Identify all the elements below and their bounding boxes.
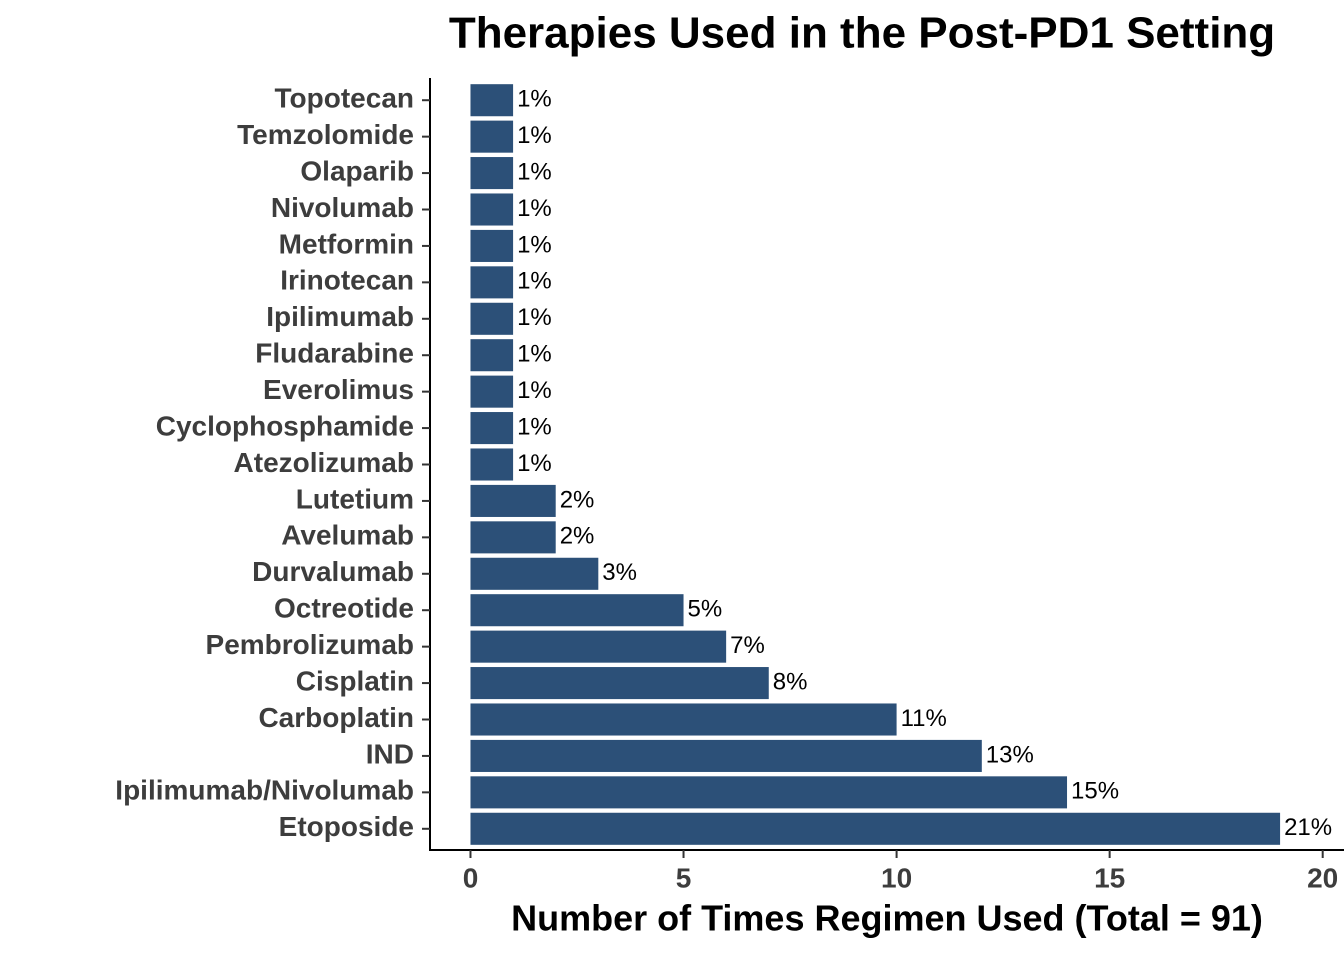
x-tick-label: 0 (463, 862, 479, 893)
value-label: 1% (517, 377, 552, 404)
value-label: 21% (1284, 814, 1332, 841)
y-tick-label: Lutetium (296, 483, 414, 514)
x-tick-label: 15 (1094, 862, 1125, 893)
bar (470, 557, 599, 590)
y-tick-label: Ipilimumab (266, 301, 414, 332)
value-label: 1% (517, 195, 552, 222)
y-tick-label: Carboplatin (258, 702, 414, 733)
chart-title: Therapies Used in the Post-PD1 Setting (449, 9, 1275, 58)
value-label: 1% (517, 122, 552, 149)
value-label: 1% (517, 231, 552, 258)
x-tick-label: 20 (1307, 862, 1338, 893)
value-label: 1% (517, 413, 552, 440)
value-label: 1% (517, 158, 552, 185)
y-tick-label: Olaparib (300, 155, 414, 186)
bar (470, 302, 514, 335)
bar (470, 703, 897, 736)
y-tick-label: Cisplatin (296, 665, 414, 696)
value-label: 11% (901, 705, 947, 732)
value-label: 13% (986, 741, 1034, 768)
value-label: 1% (517, 450, 552, 477)
bar (470, 739, 982, 772)
value-label: 8% (773, 668, 808, 695)
bar (470, 812, 1281, 845)
bar (470, 266, 514, 299)
value-label: 7% (730, 632, 765, 659)
y-tick-label: Avelumab (281, 520, 414, 551)
y-tick-label: Ipilimumab/Nivolumab (115, 775, 414, 806)
y-tick-label: Metformin (279, 228, 414, 259)
bar (470, 412, 514, 445)
bar (470, 84, 514, 117)
bar (470, 630, 727, 663)
bar (470, 776, 1068, 809)
y-tick-label: Nivolumab (271, 192, 414, 223)
value-label: 2% (560, 486, 595, 513)
y-tick-label: Temzolomide (237, 119, 414, 150)
y-tick-label: Topotecan (275, 83, 414, 114)
bar (470, 667, 769, 700)
value-label: 15% (1071, 778, 1119, 805)
bar (470, 120, 514, 153)
y-tick-label: Etoposide (279, 811, 414, 842)
y-tick-label: Cyclophosphamide (156, 410, 414, 441)
x-axis-title: Number of Times Regimen Used (Total = 91… (511, 898, 1263, 939)
bar (470, 594, 684, 627)
value-label: 1% (517, 268, 552, 295)
y-tick-label: Octreotide (274, 593, 414, 624)
y-tick-label: Atezolizumab (234, 447, 414, 478)
y-tick-label: Everolimus (263, 374, 414, 405)
value-label: 2% (560, 523, 595, 550)
value-label: 1% (517, 341, 552, 368)
bar (470, 339, 514, 372)
y-tick-label: Irinotecan (280, 265, 414, 296)
y-tick-label: IND (366, 738, 414, 769)
bar (470, 229, 514, 262)
value-label: 1% (517, 304, 552, 331)
bar (470, 375, 514, 408)
y-tick-label: Fludarabine (255, 338, 414, 369)
y-tick-label: Durvalumab (252, 556, 414, 587)
y-tick-label: Pembrolizumab (206, 629, 414, 660)
value-label: 3% (602, 559, 637, 586)
bar (470, 484, 556, 517)
value-label: 1% (517, 86, 552, 113)
x-tick-label: 5 (676, 862, 692, 893)
bar (470, 448, 514, 481)
bar (470, 193, 514, 226)
value-label: 5% (688, 596, 723, 623)
bar (470, 157, 514, 190)
x-tick-label: 10 (881, 862, 912, 893)
bar (470, 521, 556, 554)
